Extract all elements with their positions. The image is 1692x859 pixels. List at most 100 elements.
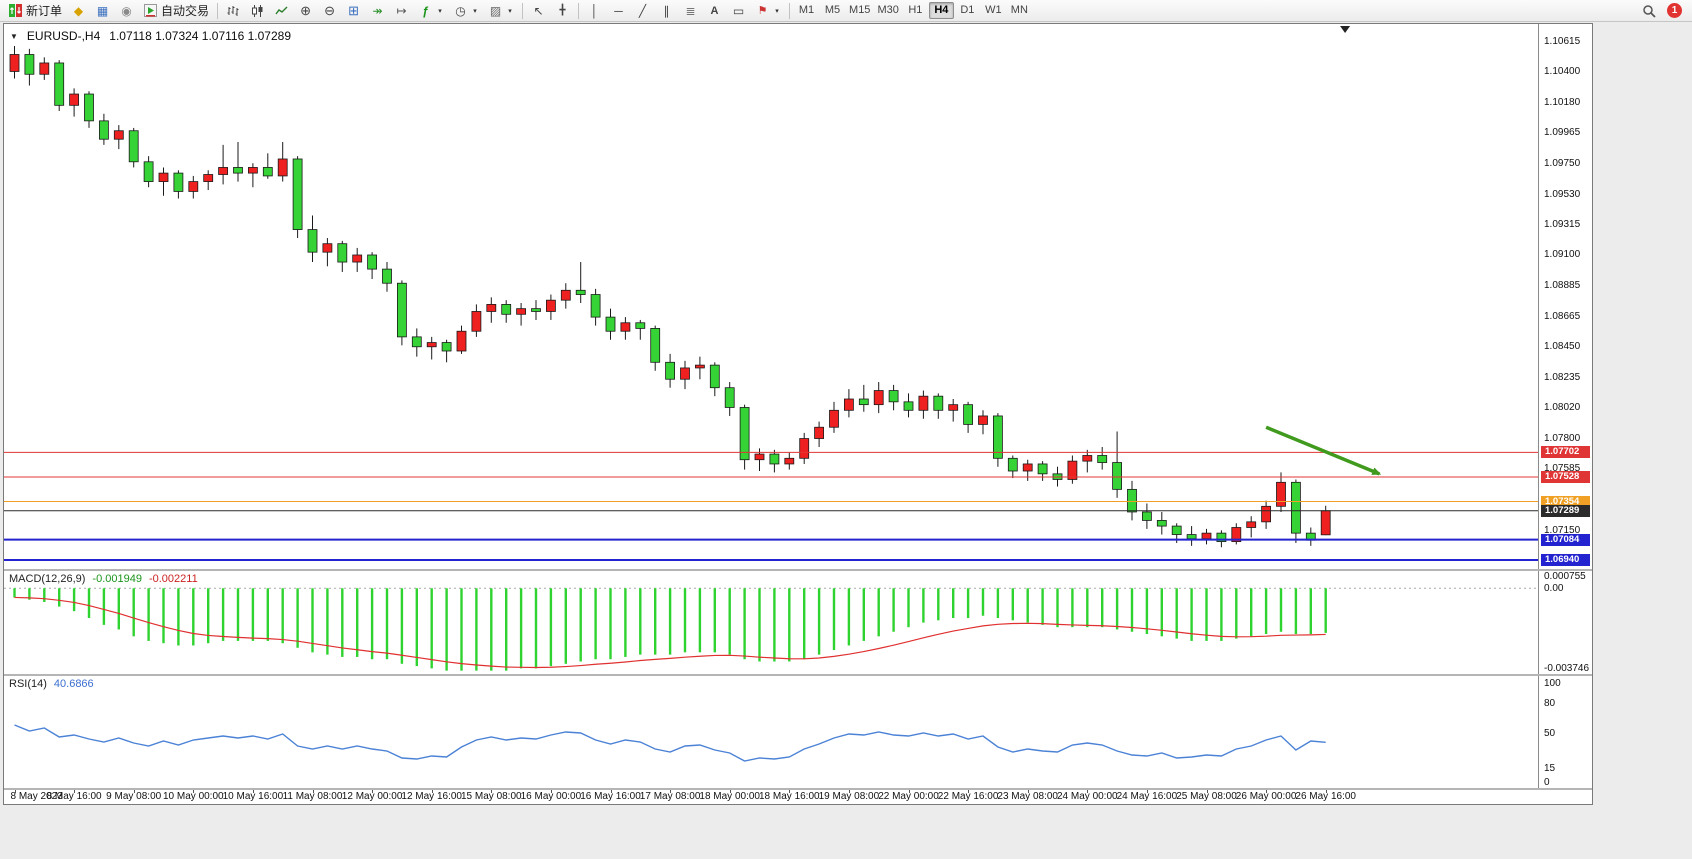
- price-axis-label: 1.09965: [1544, 127, 1581, 139]
- time-axis-label: 26 May 16:00: [1295, 791, 1356, 802]
- price-axis-label: 1.08885: [1544, 279, 1581, 291]
- chevron-down-icon: [506, 7, 514, 15]
- time-axis-label: 24 May 00:00: [1056, 791, 1118, 802]
- time-axis-label: 11 May 08:00: [282, 791, 343, 802]
- auto-scroll-button[interactable]: [366, 2, 389, 20]
- zoom-in-icon: [298, 4, 313, 18]
- auto-scroll-icon: [370, 4, 385, 18]
- fibonacci-icon: [683, 4, 698, 18]
- trendline-button[interactable]: [631, 2, 654, 20]
- channel-button[interactable]: [655, 2, 678, 20]
- cursor-button[interactable]: [527, 2, 550, 20]
- price-axis-label: 1.08450: [1544, 341, 1581, 353]
- template-icon: [488, 4, 503, 18]
- price-axis[interactable]: 1.10615 1.10400 1.10180 1.09965 1.09750 1.095…: [1538, 24, 1592, 569]
- magnifier-icon: [1641, 4, 1656, 18]
- time-tick: [372, 790, 374, 793]
- line-chart-button[interactable]: [270, 2, 293, 20]
- pane-separator[interactable]: [4, 674, 1592, 676]
- price-chart[interactable]: [4, 24, 1538, 569]
- periods-button[interactable]: [449, 2, 483, 20]
- chevron-down-icon: [773, 7, 781, 15]
- horizontal-line-button[interactable]: [607, 2, 630, 20]
- timeframe-button-m1[interactable]: M1: [794, 2, 819, 19]
- rsi-chart[interactable]: [4, 676, 1538, 788]
- tile-windows-icon: [346, 4, 361, 18]
- price-axis-label: 1.08235: [1544, 371, 1581, 383]
- time-axis[interactable]: 8 May 2023 8 May 16:00 9 May 08:00 10 May 0…: [4, 790, 1592, 804]
- timeframe-button-h1[interactable]: H1: [903, 2, 928, 19]
- chart-shift-button[interactable]: [390, 2, 413, 20]
- macd-histogram: [13, 588, 1327, 671]
- autotrading-button[interactable]: 自动交易: [139, 2, 213, 20]
- timeframe-button-d1[interactable]: D1: [955, 2, 980, 19]
- text-button[interactable]: [703, 2, 726, 20]
- toolbar-right-group: 1: [1637, 2, 1688, 20]
- workspace-background: [0, 806, 1594, 859]
- time-tick: [1325, 790, 1327, 793]
- tile-windows-button[interactable]: [342, 2, 365, 20]
- zoom-in-button[interactable]: [294, 2, 317, 20]
- bar-chart-button[interactable]: [222, 2, 245, 20]
- data-window-icon: [119, 4, 134, 18]
- time-axis-label: 22 May 16:00: [937, 791, 999, 802]
- toolbar-separator: [217, 2, 219, 19]
- macd-axis-label: -0.003746: [1544, 663, 1590, 674]
- crosshair-button[interactable]: [551, 2, 574, 20]
- timeframe-button-mn[interactable]: MN: [1007, 2, 1032, 19]
- price-axis-label: 1.08020: [1544, 401, 1581, 413]
- timeframe-button-m30[interactable]: M30: [874, 2, 901, 19]
- price-tag: 1.07289: [1541, 504, 1590, 517]
- price-axis-label: 1.08665: [1544, 310, 1581, 322]
- timeframe-button-m5[interactable]: M5: [820, 2, 845, 19]
- time-axis-label: 18 May 00:00: [699, 791, 760, 802]
- timeframe-button-m15[interactable]: M15: [846, 2, 873, 19]
- time-tick: [431, 790, 433, 793]
- new-order-button[interactable]: 新订单: [4, 2, 66, 20]
- crosshair-icon: [555, 4, 570, 18]
- rsi-line: [14, 724, 1326, 762]
- arrows-button[interactable]: [751, 2, 785, 20]
- chart-title: EURUSD-,H4 1.07118 1.07324 1.07116 1.072…: [10, 29, 291, 43]
- zoom-out-icon: [322, 4, 337, 18]
- time-tick: [670, 790, 672, 793]
- one-click-trading-toggle[interactable]: [10, 32, 18, 41]
- chart-symbol-period: EURUSD-,H4: [26, 29, 101, 43]
- time-axis-label: 10 May 16:00: [222, 791, 284, 802]
- timeframe-button-h4[interactable]: H4: [928, 2, 954, 19]
- notification-badge[interactable]: 1: [1667, 3, 1682, 18]
- new-order-label: 新订单: [26, 4, 63, 18]
- price-axis-label: 1.07150: [1544, 524, 1581, 536]
- macd-label: MACD(12,26,9) -0.001949 -0.002211: [9, 573, 198, 585]
- pane-separator[interactable]: [4, 569, 1592, 571]
- zoom-out-button[interactable]: [318, 2, 341, 20]
- time-tick: [491, 790, 493, 793]
- price-pane: EURUSD-,H4 1.07118 1.07324 1.07116 1.072…: [4, 24, 1592, 569]
- rsi-axis-label: 80: [1544, 698, 1556, 709]
- templates-button[interactable]: [484, 2, 518, 20]
- fibonacci-button[interactable]: [679, 2, 702, 20]
- time-tick: [789, 790, 791, 793]
- search-button[interactable]: [1637, 2, 1660, 20]
- vertical-line-button[interactable]: [583, 2, 606, 20]
- time-tick: [252, 790, 254, 793]
- time-axis-label: 19 May 08:00: [818, 791, 880, 802]
- time-axis-label: 12 May 16:00: [401, 791, 462, 802]
- rsi-value: 40.6866: [53, 678, 94, 690]
- macd-main-value: -0.001949: [92, 573, 142, 585]
- indicators-button[interactable]: [414, 2, 448, 20]
- text-label-button[interactable]: [727, 2, 750, 20]
- macd-axis[interactable]: 0.000755 0.00 -0.003746: [1538, 571, 1592, 674]
- time-axis-label: 23 May 08:00: [997, 791, 1058, 802]
- horizontal-line-icon: [611, 4, 626, 18]
- timeframe-button-w1[interactable]: W1: [981, 2, 1006, 19]
- new-order-icon: [8, 4, 23, 18]
- time-axis-label: 25 May 08:00: [1176, 791, 1237, 802]
- metaeditor-button[interactable]: [67, 2, 90, 20]
- macd-chart[interactable]: [4, 571, 1538, 674]
- text-label-icon: [731, 4, 746, 18]
- market-watch-button[interactable]: [91, 2, 114, 20]
- data-window-button[interactable]: [115, 2, 138, 20]
- rsi-axis[interactable]: 100 80 50 15 0: [1538, 676, 1592, 788]
- candlestick-chart-button[interactable]: [246, 2, 269, 20]
